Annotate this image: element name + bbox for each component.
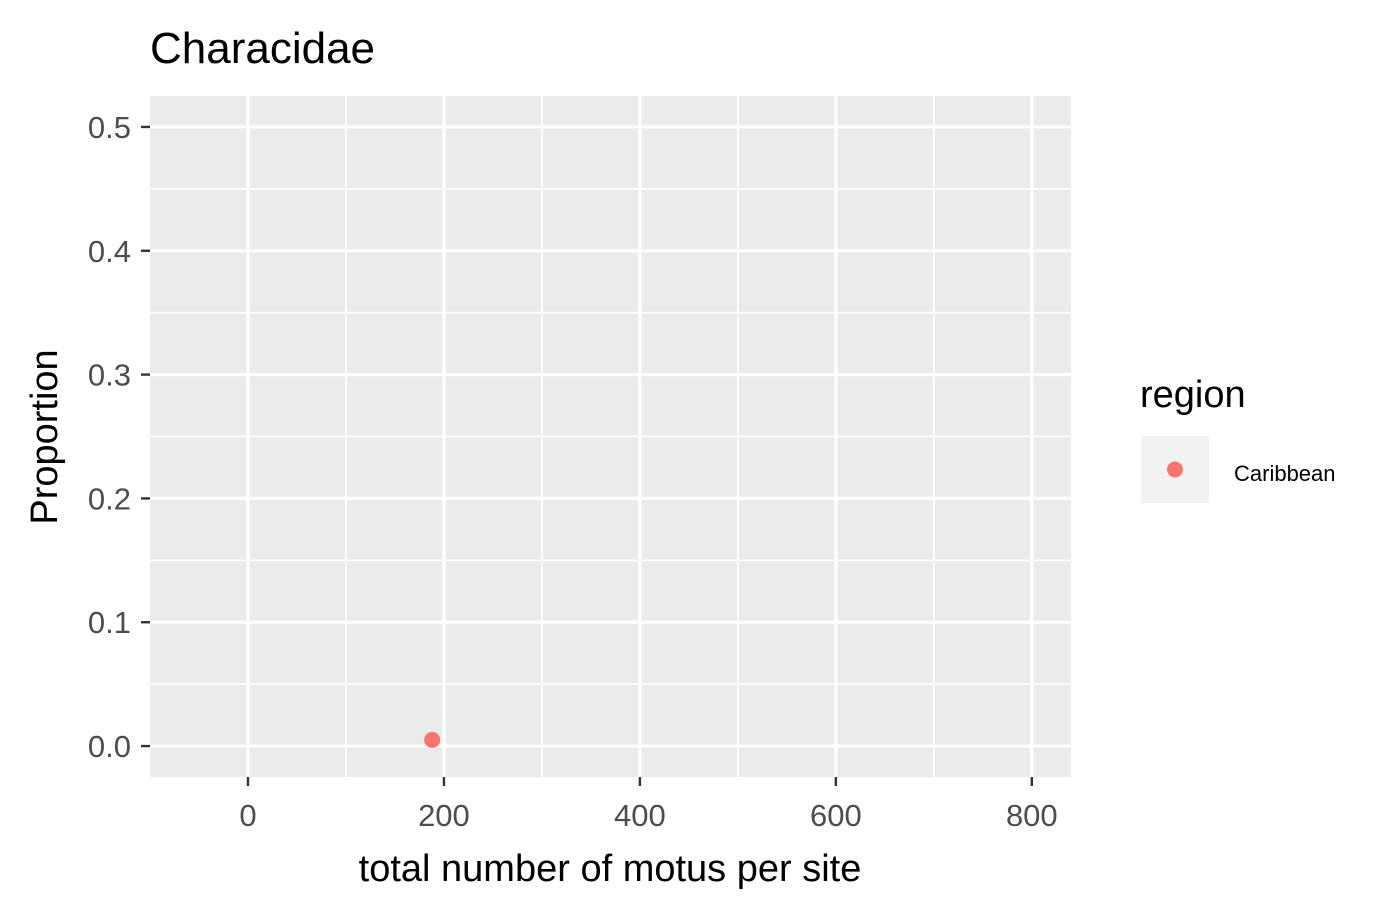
y-tick-label: 0.4 [88,234,131,269]
x-tick-label: 600 [810,798,862,833]
chart-title: Characidae [150,24,375,73]
y-tick-label: 0.3 [88,358,131,393]
y-tick-label: 0.5 [88,110,131,145]
grid-lines [150,96,1071,777]
x-tick-label: 400 [614,798,666,833]
x-axis-title: total number of motus per site [359,848,862,890]
data-point-caribbean [424,731,441,748]
legend: region Caribbean [1140,374,1336,503]
y-tick-label: 0.0 [88,729,131,764]
legend-key-point-caribbean [1167,461,1183,478]
axis-ticks: 0 200 400 600 800 0.0 0.1 0.2 0.3 0.4 0.5 [88,110,1058,833]
legend-label-caribbean: Caribbean [1234,461,1336,486]
data-points [424,731,441,748]
y-tick-label: 0.1 [88,605,131,640]
legend-title: region [1140,374,1246,416]
y-tick-label: 0.2 [88,481,131,516]
y-axis-title: Proportion [24,349,66,524]
x-tick-label: 800 [1006,798,1058,833]
x-tick-label: 200 [418,798,470,833]
x-tick-label: 0 [239,798,256,833]
